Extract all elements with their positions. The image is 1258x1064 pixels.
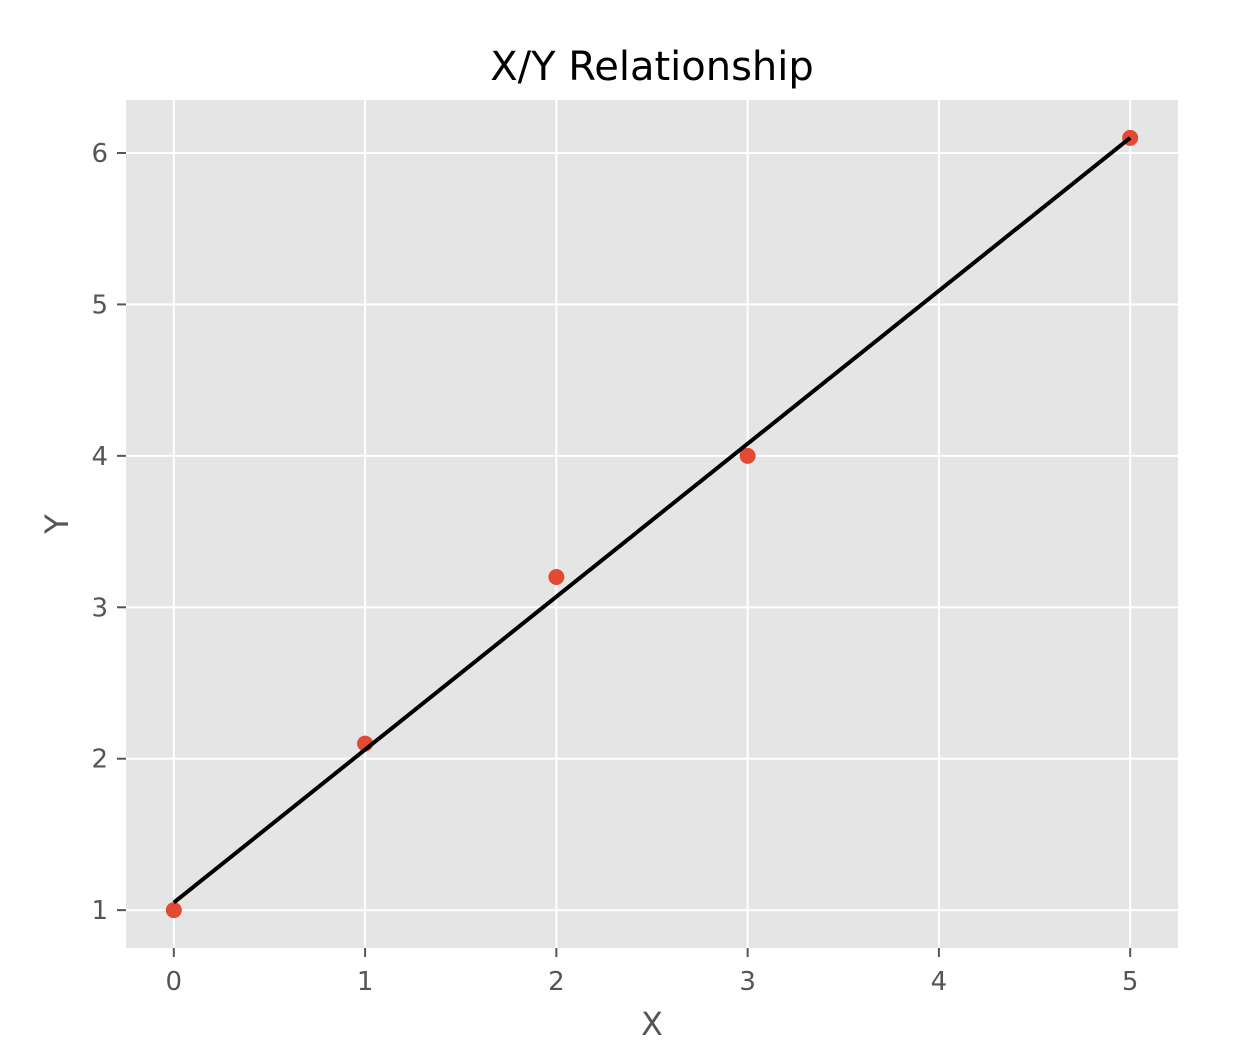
series-layer [165,129,1139,919]
x-tick-label: 5 [1122,967,1139,997]
x-tick-label: 2 [548,967,565,997]
x-tick-label: 0 [166,967,183,997]
scatter-point [548,569,565,585]
x-tick-label: 4 [931,967,948,997]
y-tick-label: 4 [91,442,108,472]
y-tick-label: 2 [91,745,108,775]
grid [126,100,1178,948]
fit-line [172,136,1132,905]
chart-title: X/Y Relationship [490,44,814,90]
y-tick-label: 6 [91,139,108,169]
y-axis: 1 2 3 4 5 6 [91,139,126,926]
x-axis-label: X [641,1005,663,1043]
scatter-point [165,902,182,919]
y-axis-label: Y [38,514,76,535]
y-tick-label: 5 [91,290,108,320]
y-tick-label: 1 [91,896,108,926]
x-axis: 0 1 2 3 4 5 [166,948,1139,997]
y-tick-label: 3 [91,593,108,623]
x-tick-label: 1 [357,967,374,997]
x-tick-label: 3 [739,967,756,997]
scatter-point [739,447,756,464]
